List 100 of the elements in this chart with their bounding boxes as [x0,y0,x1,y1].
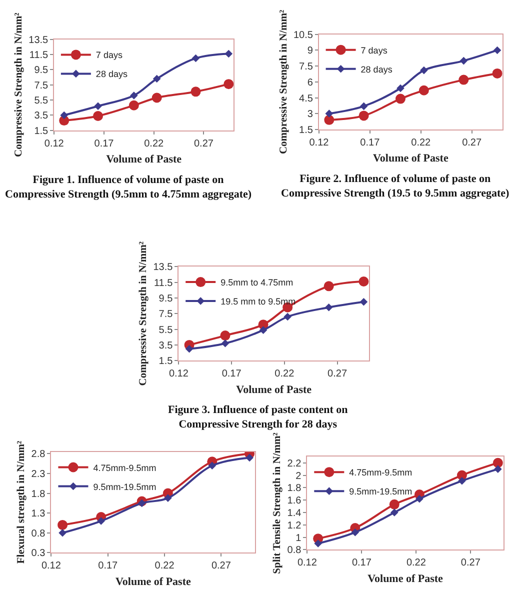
point [360,298,368,306]
y-tick-label: 11.5 [29,50,49,61]
point [324,281,334,292]
x-tick-label: 0.12 [168,368,189,380]
y-axis-title: Compressive Strength in N/mm² [138,242,150,386]
point [284,312,292,321]
y-tick-label: 3.5 [34,110,49,122]
x-tick-label: 0.22 [406,558,426,569]
y-tick-label: 0.8 [31,528,46,540]
x-tick-label: 0.17 [222,368,242,380]
y-axis-title: Flexural strength in N/mm² [16,440,28,564]
point [358,110,369,121]
legend-label: 9.5mm to 4.75mm [220,278,294,288]
legend-label: 9.5mm-19.5mm [349,486,412,497]
y-tick-label: 2 [296,470,302,482]
y-tick-label: 1.4 [287,508,302,519]
point [97,517,105,525]
y-tick-label: 0.8 [287,545,302,556]
point [221,340,230,348]
point [128,100,139,110]
y-tick-label: 10.5 [293,30,314,41]
x-tick-label: 0.12 [44,138,64,150]
y-tick-label: 6 [307,77,314,88]
point [358,276,369,286]
y-tick-label: 1.5 [34,126,49,137]
y-tick-label: 13.5 [153,262,174,274]
y-tick-label: 1.3 [31,508,46,520]
point [58,520,68,530]
point [458,476,466,485]
y-tick-label: 1 [296,532,302,544]
y-tick-label: 9.5 [158,293,174,304]
legend-label: 4.75mm-9.5mm [93,462,156,473]
point [460,56,468,65]
x-tick-label: 0.17 [360,137,380,148]
y-tick-label: 2.2 [287,458,302,470]
x-tick-label: 0.27 [462,137,482,148]
legend-label: 4.75mm-9.5mm [349,468,412,478]
point [190,86,201,97]
y-tick-label: 1.6 [287,496,302,507]
x-tick-label: 0.17 [352,558,372,569]
point [416,494,424,503]
point [192,54,200,62]
y-tick-label: 2.3 [31,469,46,480]
point [492,458,503,468]
y-tick-label: 1.5 [299,124,314,136]
point [389,499,400,510]
y-tick-label: 1.8 [287,483,302,494]
x-tick-label: 0.12 [309,137,330,148]
x-tick-label: 0.27 [460,558,481,569]
y-tick-label: 4.5 [299,93,314,104]
x-tick-label: 0.27 [194,138,214,150]
x-tick-label: 0.22 [411,137,432,148]
legend-label: 7 days [360,45,388,56]
y-tick-label: 0.3 [31,548,46,560]
point [58,528,66,537]
point [418,85,429,96]
x-tick-label: 0.17 [94,138,114,150]
legend-label: 28 days [360,64,393,74]
y-tick-label: 1.8 [31,488,46,500]
caption: Figure 1. Influence of volume of paste on Compressive Strength (9.5mm to 4.75mm aggregate) [5,174,252,200]
caption: Figure 3. Influence of paste content on Compressive Strength for 28 days [168,404,348,430]
y-tick-label: 1.2 [287,520,302,532]
x-axis-title: Volume of Paste [368,572,444,585]
y-tick-label: 5.5 [34,96,49,107]
legend-label: 9.5mm-19.5mm [93,482,156,492]
y-tick-label: 5.5 [158,324,174,336]
point [93,110,104,121]
x-axis-title: Volume of Paste [106,154,182,166]
point [130,92,138,100]
point [259,326,268,334]
x-tick-label: 0.17 [98,560,118,572]
x-tick-label: 0.27 [328,368,348,380]
x-tick-label: 0.22 [154,560,175,572]
x-tick-label: 0.22 [144,138,164,150]
point [208,462,216,470]
x-tick-label: 0.22 [274,368,295,380]
y-tick-label: 13.5 [28,34,49,46]
point [60,111,68,120]
y-axis-title: Split Tensile Strength in N/mm² [272,432,284,574]
point [492,68,502,78]
point [493,46,502,54]
legend-label: 28 days [96,69,128,80]
point [458,74,469,85]
point [360,102,368,110]
x-axis-title: Volume of Paste [116,576,191,588]
point [390,508,398,516]
x-tick-label: 0.12 [297,558,318,569]
point [395,94,406,104]
y-tick-label: 1.5 [158,356,174,368]
point [396,84,404,92]
y-axis-title: Compressive Strength in N/mm² [278,10,290,154]
caption: Figure 2. Influence of volume of paste on Compressive Strength (19.5 to 9.5mm aggregate) [281,173,510,200]
point [494,465,502,473]
y-tick-label: 7.5 [158,309,174,320]
point [324,303,333,312]
point [224,79,234,90]
y-tick-label: 7.5 [34,80,49,92]
y-tick-label: 9 [307,46,314,57]
x-tick-label: 0.12 [41,560,62,572]
point [325,110,334,118]
